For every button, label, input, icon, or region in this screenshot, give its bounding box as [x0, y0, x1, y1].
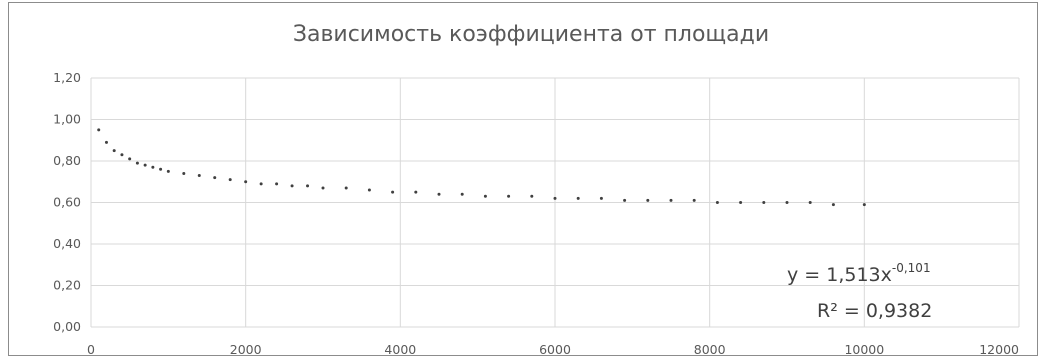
data-point — [151, 165, 155, 169]
data-point — [808, 201, 812, 204]
data-point — [785, 201, 789, 204]
data-point — [112, 149, 116, 153]
y-tick-label: 1,00 — [53, 112, 81, 127]
x-tick-label: 2000 — [230, 342, 262, 357]
x-axis-ticks: 0 2000 4000 6000 8000 10000 12000 — [87, 342, 1019, 357]
data-point — [306, 184, 310, 188]
y-tick-label: 0,80 — [53, 153, 81, 168]
data-point — [507, 194, 511, 198]
data-point — [182, 171, 186, 175]
x-tick-label: 8000 — [694, 342, 726, 357]
data-point — [831, 203, 835, 207]
data-point — [135, 161, 139, 165]
data-point — [483, 194, 487, 198]
trendline-equation: y = 1,513x-0,101 — [787, 261, 931, 286]
y-tick-label: 0,40 — [53, 236, 81, 251]
chart-svg: Зависимость коэффициента от площади 0,00… — [53, 22, 1020, 357]
data-point — [344, 186, 348, 190]
chart-frame: Зависимость коэффициента от площади 0,00… — [8, 2, 1038, 357]
data-point — [599, 196, 603, 200]
data-point — [290, 184, 294, 188]
data-point — [275, 182, 279, 186]
data-point — [128, 157, 132, 161]
data-point — [391, 190, 395, 194]
data-point — [553, 196, 557, 200]
data-point — [646, 198, 650, 202]
data-point — [244, 180, 248, 184]
data-point — [623, 198, 627, 202]
data-point — [197, 174, 201, 178]
data-point — [862, 203, 866, 207]
x-tick-label: 10000 — [844, 342, 884, 357]
x-tick-label: 4000 — [384, 342, 416, 357]
data-point — [97, 128, 101, 132]
data-point — [259, 182, 263, 186]
data-point — [104, 140, 108, 144]
data-point — [414, 190, 418, 194]
x-tick-label: 0 — [87, 342, 95, 357]
data-point — [321, 186, 325, 190]
data-point — [530, 194, 534, 198]
data-point — [143, 163, 147, 167]
data-point — [739, 201, 743, 204]
data-point — [120, 153, 124, 157]
data-point — [159, 167, 163, 171]
y-tick-label: 0,00 — [53, 319, 81, 334]
trendline-r2: R² = 0,9382 — [817, 300, 932, 322]
chart-title: Зависимость коэффициента от площади — [293, 22, 769, 47]
y-tick-label: 1,20 — [53, 70, 81, 85]
y-tick-label: 0,20 — [53, 278, 81, 293]
y-tick-label: 0,60 — [53, 195, 81, 210]
trendline-equation-base: y = 1,513x — [787, 264, 892, 286]
data-point — [669, 198, 673, 202]
data-point — [715, 201, 719, 204]
data-point — [762, 201, 766, 204]
data-point — [367, 188, 371, 192]
trendline-label: y = 1,513x-0,101 R² = 0,9382 — [787, 261, 932, 322]
data-point — [213, 176, 217, 180]
grid-layer — [90, 77, 1020, 328]
data-points — [97, 128, 866, 207]
data-point — [576, 196, 580, 200]
x-tick-label: 12000 — [979, 342, 1019, 357]
data-point — [692, 198, 696, 202]
data-point — [437, 192, 441, 196]
data-point — [166, 169, 170, 173]
x-tick-label: 6000 — [539, 342, 571, 357]
data-point — [460, 192, 464, 196]
y-axis-ticks: 0,00 0,20 0,40 0,60 0,80 1,00 1,20 — [53, 70, 81, 334]
data-point — [228, 178, 232, 182]
trendline-equation-exponent: -0,101 — [892, 261, 931, 275]
